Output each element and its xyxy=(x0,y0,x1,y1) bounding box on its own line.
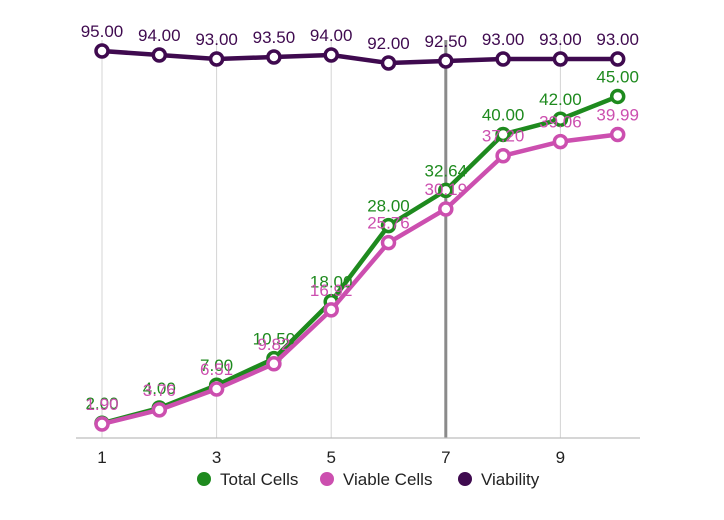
data-label: 10.50 xyxy=(253,330,296,349)
data-point xyxy=(552,111,569,127)
data-label: 2.00 xyxy=(85,394,118,413)
legend-swatch xyxy=(320,472,334,486)
data-label: 42.00 xyxy=(539,90,582,109)
data-point xyxy=(323,47,339,63)
data-label: 4.00 xyxy=(143,379,176,398)
legend-label: Viable Cells xyxy=(343,470,432,489)
data-point xyxy=(380,217,397,234)
data-point xyxy=(552,51,569,67)
data-point xyxy=(609,126,626,143)
data-point xyxy=(266,356,282,372)
data-point xyxy=(266,49,282,65)
data-label: 93.00 xyxy=(195,30,238,49)
legend-label: Viability xyxy=(481,470,540,489)
data-point xyxy=(495,147,511,164)
x-tick-label: 3 xyxy=(212,448,221,467)
series-line xyxy=(99,94,620,426)
data-label: 45.00 xyxy=(596,67,639,86)
data-label: 6.51 xyxy=(200,360,233,379)
data-point xyxy=(94,43,110,59)
data-label: 92.00 xyxy=(367,34,410,53)
legend-item: Viability xyxy=(458,470,540,489)
data-point xyxy=(438,201,454,217)
data-labels: 2.00 4.00 7.00 10.50 18.00 28.00 32.64 40.00 42.… xyxy=(81,22,639,414)
data-label: 25.76 xyxy=(367,214,410,233)
data-point xyxy=(495,51,511,67)
data-label: 16.92 xyxy=(310,281,353,300)
data-point xyxy=(323,302,339,318)
data-point xyxy=(380,234,397,251)
data-point xyxy=(552,133,569,150)
data-point xyxy=(609,88,626,105)
legend: Total Cells Viable Cells Viability xyxy=(197,470,540,489)
data-label: 32.64 xyxy=(425,161,468,180)
legend-item: Total Cells xyxy=(197,470,298,489)
series-line xyxy=(99,48,620,66)
legend-swatch xyxy=(458,472,472,486)
data-label: 37.20 xyxy=(482,127,525,146)
x-tick-label: 5 xyxy=(326,448,335,467)
data-label: 1.90 xyxy=(85,395,118,414)
series-group xyxy=(94,43,626,432)
data-label: 93.00 xyxy=(539,30,582,49)
data-label: 39.99 xyxy=(596,106,639,125)
data-label: 93.00 xyxy=(596,30,639,49)
x-tick-label: 1 xyxy=(97,448,106,467)
data-point xyxy=(438,182,454,199)
data-point xyxy=(151,47,168,63)
data-point xyxy=(208,51,225,67)
data-label: 30.19 xyxy=(425,180,468,199)
x-tick-label: 7 xyxy=(441,448,450,467)
data-label: 93.50 xyxy=(253,28,296,47)
data-label: 28.00 xyxy=(367,197,410,216)
data-label: 95.00 xyxy=(81,22,124,41)
x-axis-ticks: 1 3 5 7 9 xyxy=(97,448,565,467)
data-point xyxy=(380,55,397,71)
data-point xyxy=(609,51,626,67)
legend-item: Viable Cells xyxy=(320,470,432,489)
data-label: 3.76 xyxy=(143,381,176,400)
data-label: 94.00 xyxy=(138,26,181,45)
data-label: 39.06 xyxy=(539,113,582,132)
series-line xyxy=(99,132,620,427)
data-point xyxy=(94,416,110,432)
data-point xyxy=(208,381,225,397)
data-label: 18.00 xyxy=(310,273,353,292)
data-point xyxy=(151,402,168,418)
data-label: 93.00 xyxy=(482,30,525,49)
data-label: 92.50 xyxy=(425,32,468,51)
x-tick-label: 9 xyxy=(556,448,565,467)
data-label: 40.00 xyxy=(482,105,525,124)
data-label: 7.00 xyxy=(200,356,233,375)
data-label: 9.82 xyxy=(257,335,290,354)
data-point xyxy=(438,53,454,69)
legend-swatch xyxy=(197,472,211,486)
data-point xyxy=(495,126,511,143)
legend-label: Total Cells xyxy=(220,470,298,489)
data-label: 94.00 xyxy=(310,26,353,45)
grid-lines xyxy=(101,40,561,438)
